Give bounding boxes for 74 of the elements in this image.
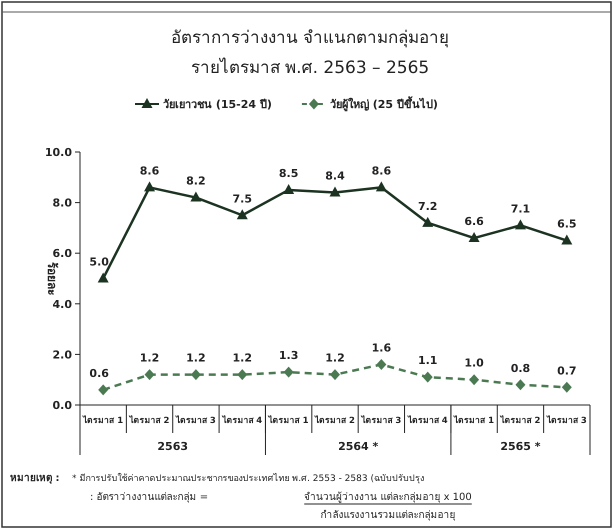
point	[284, 366, 294, 378]
text: * มีการปรับใช้ค่าคาดประมาณประชากรของประเทศไทย พ.ศ. 2553 - 2583 (ฉบับปรับปรุง	[72, 473, 424, 484]
legend-label: วัยผู้ใหญ่ (25 ปีขึ้นไป)	[330, 96, 438, 112]
data-label: 8.2	[186, 174, 206, 188]
point	[422, 216, 434, 227]
point	[468, 232, 480, 242]
data-label: 6.6	[464, 215, 484, 228]
data-label: 7.1	[510, 202, 530, 216]
data-label: 8.6	[372, 164, 392, 178]
chart-subtitle: รายไตรมาส พ.ศ. 2563 – 2565	[190, 57, 430, 78]
point	[144, 369, 155, 380]
y-tick-label: 6.0	[52, 247, 72, 260]
data-label: 1.2	[232, 352, 252, 365]
point	[562, 382, 572, 393]
point	[98, 272, 109, 282]
x-tick-label: ไตรมาส 2	[314, 415, 356, 426]
y-tick-label: 0.0	[52, 399, 72, 412]
y-tick-label: 8.0	[52, 196, 72, 210]
x-tick-label: ไตรมาส 1	[268, 415, 309, 426]
text: กำลังแรงงานรวมแต่ละกลุ่มอายุ	[320, 510, 456, 521]
x-tick-label: ไตรมาส 1	[82, 415, 124, 426]
point	[422, 372, 433, 383]
data-label: 6.5	[557, 218, 577, 231]
y-tick-label: 4.0	[52, 298, 72, 311]
data-label: 1.2	[186, 352, 206, 365]
data-label: 8.5	[278, 166, 298, 180]
data-label: 1.6	[372, 342, 392, 355]
data-label: 0.7	[557, 364, 577, 378]
text: หมายเหตุ :	[10, 473, 60, 484]
point	[376, 359, 386, 370]
point	[514, 219, 526, 230]
y-tick-label: 10.0	[44, 146, 72, 159]
chart-title: อัตราการว่างงาน จำแนกตามกลุ่มอายุ	[170, 28, 450, 48]
point	[283, 184, 294, 194]
x-tick-label: ไตรมาส 3	[546, 415, 587, 426]
data-label: 7.5	[232, 192, 252, 206]
text: : อัตราว่างงานแต่ละกลุ่ม =	[90, 492, 208, 503]
y-axis-title: ร้อยละ	[45, 262, 59, 295]
text: 2564 *	[338, 440, 379, 453]
text: 2565 *	[500, 440, 541, 453]
data-label: 8.4	[325, 169, 346, 182]
data-label: 8.6	[140, 164, 160, 178]
point	[98, 384, 108, 396]
x-tick-label: ไตรมาส 4	[406, 415, 448, 426]
data-label: 0.6	[89, 366, 110, 380]
x-tick-label: ไตรมาส 2	[500, 415, 540, 426]
point	[330, 369, 340, 380]
x-tick-label: ไตรมาส 4	[221, 415, 262, 426]
data-label: 0.8	[510, 362, 530, 375]
legend-label: วัยเยาวชน (15-24 ปี)	[163, 98, 272, 111]
data-label: 1.0	[464, 356, 484, 370]
point	[237, 369, 248, 380]
point	[190, 192, 202, 202]
x-tick-label: ไตรมาส 3	[360, 415, 402, 426]
text: จำนวนผู้ว่างงาน แต่ละกลุ่มอายุ x 100	[304, 491, 472, 503]
data-label: 1.1	[418, 354, 438, 368]
x-tick-label: ไตรมาส 2	[128, 415, 170, 426]
x-tick-label: ไตรมาส 3	[174, 415, 216, 426]
point	[330, 186, 340, 196]
data-label: 5.0	[89, 256, 110, 268]
y-tick-label: 2.0	[52, 348, 72, 362]
point	[561, 234, 572, 245]
point	[236, 209, 248, 220]
data-label: 1.2	[325, 352, 345, 365]
point	[376, 181, 387, 192]
x-tick-label: ไตรมาส 1	[453, 415, 494, 426]
data-label: 7.2	[418, 200, 438, 213]
point	[515, 379, 526, 390]
point	[469, 374, 480, 386]
point	[144, 181, 156, 192]
point	[190, 369, 201, 380]
data-label: 1.3	[278, 349, 298, 362]
data-label: 1.2	[140, 352, 160, 365]
text: 2563	[157, 440, 188, 453]
